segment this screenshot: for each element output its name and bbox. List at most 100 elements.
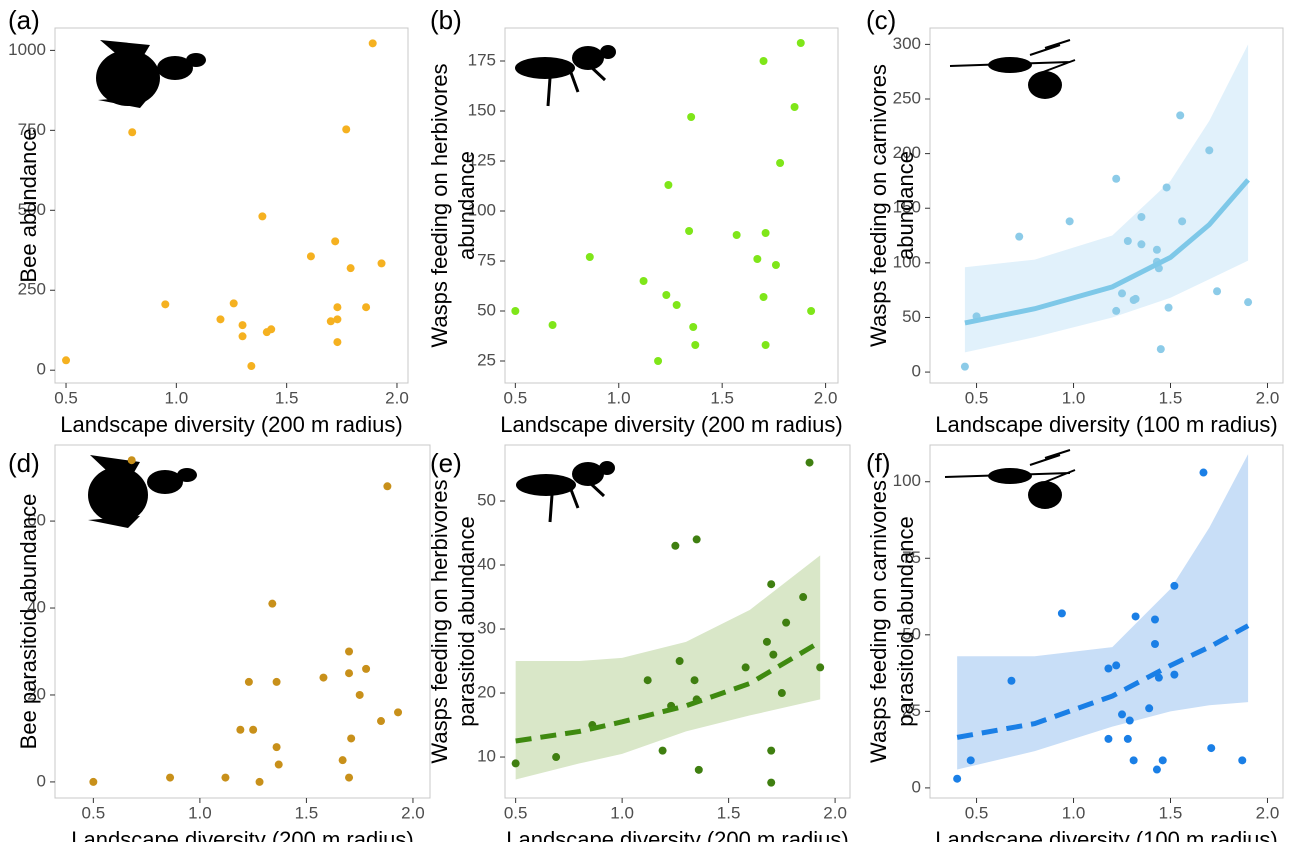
fit-line (956, 623, 1250, 740)
data-point (89, 777, 98, 786)
data-point (1170, 581, 1179, 590)
x-tick-label: 2.0 (1256, 803, 1280, 822)
data-point (1015, 232, 1024, 241)
y-axis-title: parasitoid abundance (893, 516, 918, 726)
data-point (1162, 183, 1171, 192)
x-axis-title: Landscape diversity (200 m radius) (500, 412, 842, 437)
data-point (1137, 212, 1146, 221)
data-point (362, 303, 371, 312)
y-tick-label: 75 (477, 250, 496, 269)
data-point (319, 673, 328, 682)
data-point (1170, 670, 1179, 679)
data-point (333, 338, 342, 347)
y-tick-label: 500 (18, 200, 46, 219)
panel-label: (c) (866, 5, 896, 35)
y-tick-label: 50 (477, 490, 496, 509)
plot-frame (504, 27, 839, 384)
data-point (1123, 734, 1132, 743)
data-point (767, 580, 776, 589)
x-tick-label: 0.5 (504, 388, 528, 407)
y-tick-label: 50 (477, 300, 496, 319)
data-point (376, 717, 385, 726)
y-axis-title: Wasps feeding on carnivores (866, 64, 891, 347)
data-point (1104, 664, 1113, 673)
data-point (1205, 146, 1214, 155)
data-point (238, 321, 247, 330)
data-point (1176, 111, 1185, 120)
data-point (342, 125, 351, 134)
data-point (377, 259, 386, 268)
data-point (221, 773, 230, 782)
data-point (368, 39, 377, 48)
panel-label: (e) (430, 448, 462, 478)
y-axis-title: Wasps feeding on herbivores (427, 479, 452, 763)
data-point (552, 753, 561, 762)
data-point (805, 458, 814, 467)
x-tick-label: 1.5 (295, 803, 319, 822)
data-point (1207, 744, 1216, 753)
y-tick-label: 150 (893, 198, 921, 217)
data-point (690, 676, 699, 685)
data-point (128, 128, 137, 137)
data-point (333, 315, 342, 324)
x-tick-label: 0.5 (82, 803, 106, 822)
data-point (1131, 612, 1140, 621)
x-axis-title: Landscape diversity (100 m radius) (935, 412, 1277, 437)
data-point (675, 657, 684, 666)
data-point (127, 456, 136, 465)
data-point (1154, 673, 1163, 682)
y-tick-label: 25 (902, 701, 921, 720)
y-tick-label: 750 (18, 120, 46, 139)
data-point (333, 303, 342, 312)
x-tick-label: 2.0 (385, 388, 409, 407)
data-point (799, 593, 808, 602)
y-tick-label: 0 (912, 362, 921, 381)
data-point (345, 647, 354, 656)
x-tick-label: 0.5 (54, 388, 78, 407)
y-tick-label: 20 (477, 683, 496, 702)
data-point (548, 321, 557, 329)
data-point (782, 618, 791, 627)
data-point (1158, 756, 1167, 765)
data-point (511, 759, 520, 768)
panel: (e) 10 20 30 40 50 0.5 1.0 1.5 2.0 Landscape diver… (427, 444, 851, 842)
x-tick-label: 1.0 (607, 388, 631, 407)
x-tick-label: 1.5 (710, 388, 734, 407)
data-point (807, 307, 816, 315)
data-point (692, 535, 701, 544)
data-point (759, 57, 768, 65)
x-axis-title: Landscape diversity (200 m radius) (71, 827, 413, 842)
x-tick-label: 2.0 (1256, 388, 1280, 407)
data-point (244, 677, 253, 686)
data-point (238, 332, 247, 341)
y-tick-label: 150 (468, 100, 496, 119)
data-point (761, 229, 770, 237)
data-point (1150, 640, 1159, 649)
data-point (229, 299, 238, 308)
panel: (b) 25 50 75 100 125 150 175 0.5 1.0 1.5 2.0 Landsca… (427, 5, 843, 437)
data-point (658, 746, 667, 755)
data-point (1123, 237, 1132, 245)
data-point (687, 113, 696, 121)
x-tick-label: 1.5 (717, 803, 741, 822)
data-point (1152, 245, 1161, 254)
data-point (732, 231, 741, 239)
data-point (769, 650, 778, 659)
data-point (258, 212, 267, 221)
data-point (345, 773, 354, 782)
y-tick-label: 20 (27, 684, 46, 703)
fit-line (964, 178, 1250, 326)
data-point (654, 357, 663, 365)
panel-label: (a) (8, 5, 40, 35)
y-axis-title: abundance (454, 151, 479, 260)
x-tick-label: 1.0 (165, 388, 189, 407)
data-point (161, 300, 170, 309)
bee-silhouette (88, 455, 197, 528)
y-tick-label: 1000 (8, 40, 46, 59)
data-point (816, 663, 825, 672)
y-axis-title: Wasps feeding on herbivores (427, 63, 452, 347)
x-tick-label: 0.5 (504, 803, 528, 822)
y-tick-label: 30 (477, 619, 496, 638)
data-point (1104, 734, 1113, 743)
